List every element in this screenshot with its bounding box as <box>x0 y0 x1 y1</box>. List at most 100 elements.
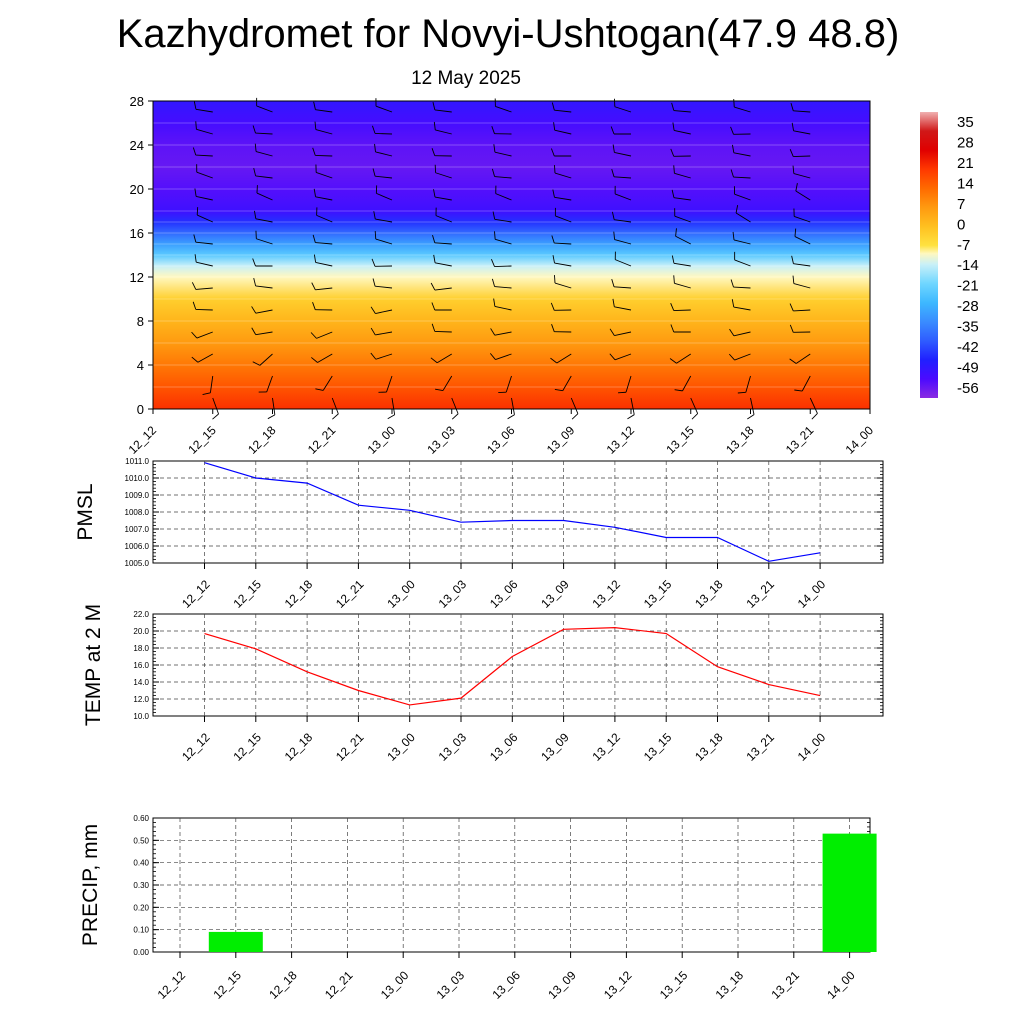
pmsl-panel: 1005.01006.01007.01008.01009.01010.01011… <box>74 457 883 611</box>
heatmap-ytick-label: 24 <box>130 138 144 153</box>
heatmap-ytick-label: 8 <box>137 314 144 329</box>
ytick-label: 18.0 <box>133 644 149 653</box>
xtick-label: 13_15 <box>641 577 675 611</box>
wind-barb-flag <box>375 231 376 239</box>
wind-barb <box>196 309 213 310</box>
heatmap-ytick-label: 20 <box>130 182 144 197</box>
colorbar-label: -21 <box>957 278 979 295</box>
colorbar-label: 7 <box>957 196 965 213</box>
ytick-label: 0.20 <box>133 903 149 912</box>
heatmap-ytick-label: 28 <box>130 94 144 109</box>
ytick-label: 12.0 <box>133 695 149 704</box>
xtick-label: 12_18 <box>282 730 316 764</box>
ytick-label: 1008.0 <box>125 508 150 517</box>
wind-barb <box>674 310 691 311</box>
xtick-label: 13_21 <box>743 577 777 611</box>
xtick-label: 13_00 <box>384 730 418 764</box>
wind-barb-flag <box>388 415 395 419</box>
xtick-label: 12_15 <box>230 577 264 611</box>
colorbar-label: -42 <box>957 339 979 356</box>
ytick-label: 0.40 <box>133 859 149 868</box>
heatmap-xtick-label: 12_21 <box>305 423 339 457</box>
colorbar-label: -35 <box>957 319 979 336</box>
heatmap-ytick-label: 4 <box>137 358 144 373</box>
heatmap-xtick-label: 12_18 <box>245 423 279 457</box>
ytick-label: 16.0 <box>133 661 149 670</box>
ytick-label: 0.10 <box>133 926 149 935</box>
colorbar-label: 21 <box>957 155 974 172</box>
colorbar-label: -49 <box>957 360 979 377</box>
wind-barb-flag <box>734 99 735 107</box>
xtick-label: 13_15 <box>641 730 675 764</box>
precip-bar <box>823 834 877 952</box>
ytick-label: 10.0 <box>133 712 149 721</box>
ytick-label: 1006.0 <box>125 542 150 551</box>
xtick-label: 13_12 <box>590 577 624 611</box>
ytick-label: 0.00 <box>133 948 149 957</box>
xtick-label: 13_06 <box>487 730 521 764</box>
xtick-label: 13_03 <box>436 730 470 764</box>
ytick-label: 1005.0 <box>125 559 150 568</box>
heatmap-xtick-label: 13_21 <box>783 423 817 457</box>
xtick-label: 13_12 <box>590 730 624 764</box>
heatmap-ytick-label: 0 <box>137 402 144 417</box>
xtick-label: 14_00 <box>795 577 829 611</box>
xtick-label: 14_00 <box>795 730 829 764</box>
xtick-label: 12_15 <box>210 968 244 1002</box>
colorbar-label: 28 <box>957 134 974 151</box>
wind-barb <box>375 133 392 134</box>
xtick-label: 13_00 <box>378 968 412 1002</box>
xtick-label: 13_06 <box>487 577 521 611</box>
wind-barb-flag <box>692 414 698 420</box>
xtick-label: 12_12 <box>155 968 189 1002</box>
wind-barb-flag <box>213 414 219 419</box>
xtick-label: 12_15 <box>230 730 264 764</box>
xtick-label: 13_09 <box>538 730 572 764</box>
y-axis-title: PMSL <box>74 483 97 540</box>
heatmap-xtick-label: 13_03 <box>424 423 458 457</box>
xtick-label: 13_18 <box>692 577 726 611</box>
heatmap-xtick-label: 12_12 <box>126 423 160 457</box>
xtick-label: 13_21 <box>743 730 777 764</box>
ytick-label: 14.0 <box>133 678 149 687</box>
xtick-label: 13_00 <box>384 577 418 611</box>
colorbar-label: 0 <box>957 216 965 233</box>
heatmap-xtick-label: 13_06 <box>484 423 518 457</box>
heatmap-ytick-label: 12 <box>130 270 144 285</box>
wind-barb-flag <box>332 414 338 419</box>
colorbar-label: -28 <box>957 298 979 315</box>
xtick-label: 13_18 <box>713 968 747 1002</box>
precip-bar <box>209 932 263 952</box>
ytick-label: 0.30 <box>133 881 149 890</box>
xtick-label: 13_21 <box>768 968 802 1002</box>
wind-barb-flag <box>627 415 634 419</box>
heatmap-xtick-label: 13_12 <box>604 423 638 457</box>
xtick-label: 13_12 <box>601 968 635 1002</box>
colorbar-scale <box>920 112 938 398</box>
heatmap-ytick-label: 16 <box>130 226 144 241</box>
heatmap-xtick-label: 14_00 <box>843 423 877 457</box>
wind-barb-flag <box>618 392 626 393</box>
heatmap-xtick-label: 13_00 <box>365 423 399 457</box>
heatmap-xtick-label: 13_09 <box>544 423 578 457</box>
ytick-label: 0.50 <box>133 836 149 845</box>
wind-barb <box>435 331 452 332</box>
wind-barb <box>315 155 332 156</box>
xtick-label: 13_09 <box>545 968 579 1002</box>
wind-barb-flag <box>747 415 754 419</box>
xtick-label: 13_03 <box>434 968 468 1002</box>
xtick-label: 12_21 <box>333 730 367 764</box>
y-axis-title: TEMP at 2 M <box>82 604 105 726</box>
wind-barb-flag <box>554 165 555 173</box>
xtick-label: 13_15 <box>657 968 691 1002</box>
xtick-label: 13_09 <box>538 577 572 611</box>
xtick-label: 12_21 <box>322 968 356 1002</box>
colorbar-label: 35 <box>957 114 974 131</box>
chart-title: Kazhydromet for Novyi-Ushtogan(47.9 48.8… <box>117 12 900 56</box>
ytick-label: 1007.0 <box>125 525 150 534</box>
wind-barb <box>495 266 512 267</box>
xtick-label: 13_18 <box>692 730 726 764</box>
